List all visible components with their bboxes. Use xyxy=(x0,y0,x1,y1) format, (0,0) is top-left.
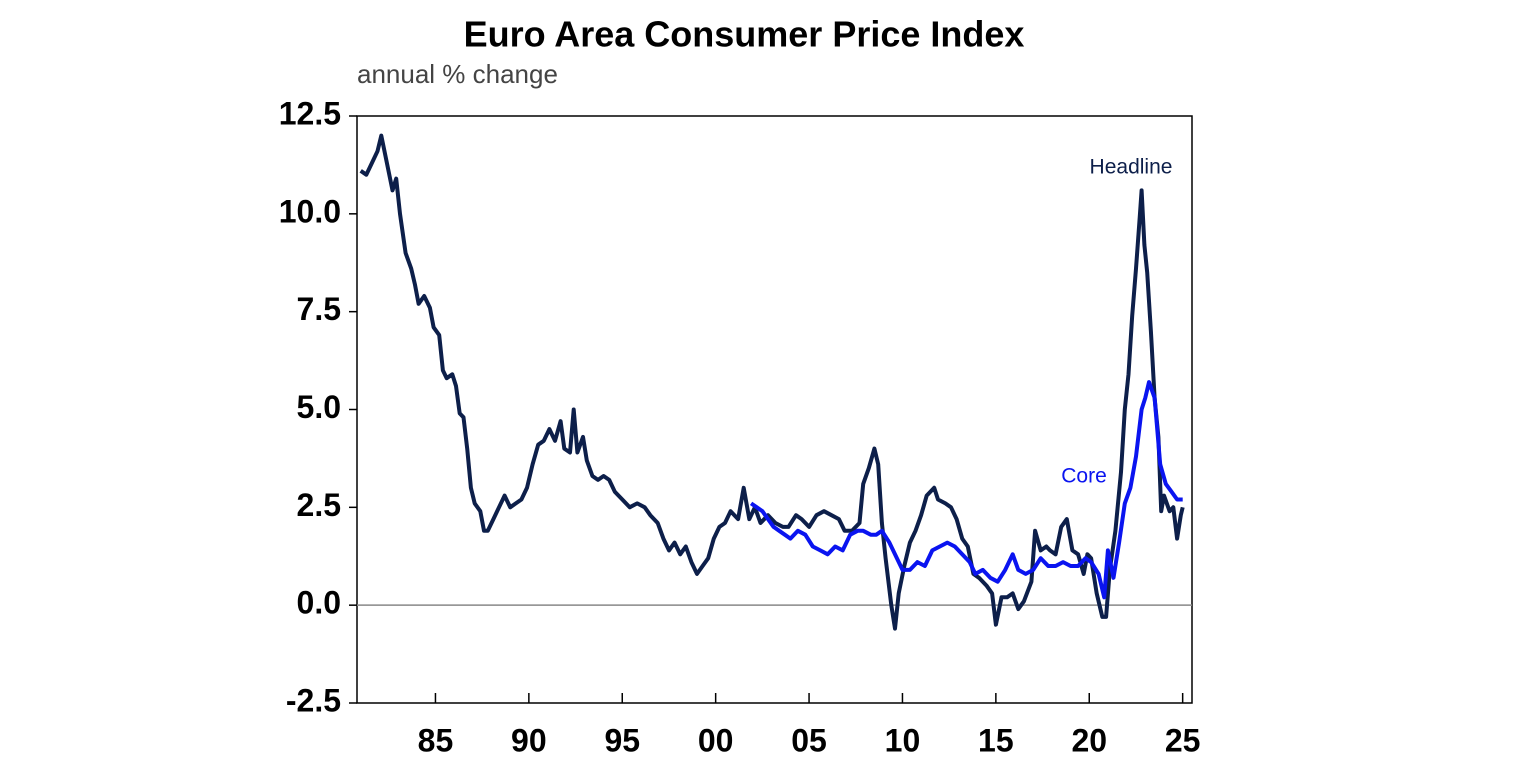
x-tick-label: 95 xyxy=(604,722,640,758)
y-tick-label: 5.0 xyxy=(297,389,341,425)
chart-subtitle: annual % change xyxy=(357,59,558,89)
x-tick-label: 25 xyxy=(1165,722,1201,758)
x-tick-label: 05 xyxy=(791,722,827,758)
y-tick-label: 12.5 xyxy=(279,95,341,131)
x-tick-label: 10 xyxy=(885,722,921,758)
y-tick-label: -2.5 xyxy=(286,682,341,718)
line-series xyxy=(359,133,1185,631)
y-tick-label: 0.0 xyxy=(297,585,341,621)
series-label: Headline xyxy=(1090,156,1173,179)
series-label: Core xyxy=(1061,465,1107,488)
x-tick-label: 00 xyxy=(698,722,734,758)
y-tick-label: 2.5 xyxy=(297,487,341,523)
x-tick-label: 15 xyxy=(978,722,1014,758)
y-tick-label: 7.5 xyxy=(297,291,341,327)
line-series xyxy=(749,380,1183,600)
x-tick-label: 85 xyxy=(418,722,454,758)
x-tick-label: 90 xyxy=(511,722,547,758)
y-tick-label: 10.0 xyxy=(279,193,341,229)
chart-title: Euro Area Consumer Price Index xyxy=(464,14,1025,55)
x-tick-label: 20 xyxy=(1071,722,1107,758)
plot-frame xyxy=(356,115,1193,704)
